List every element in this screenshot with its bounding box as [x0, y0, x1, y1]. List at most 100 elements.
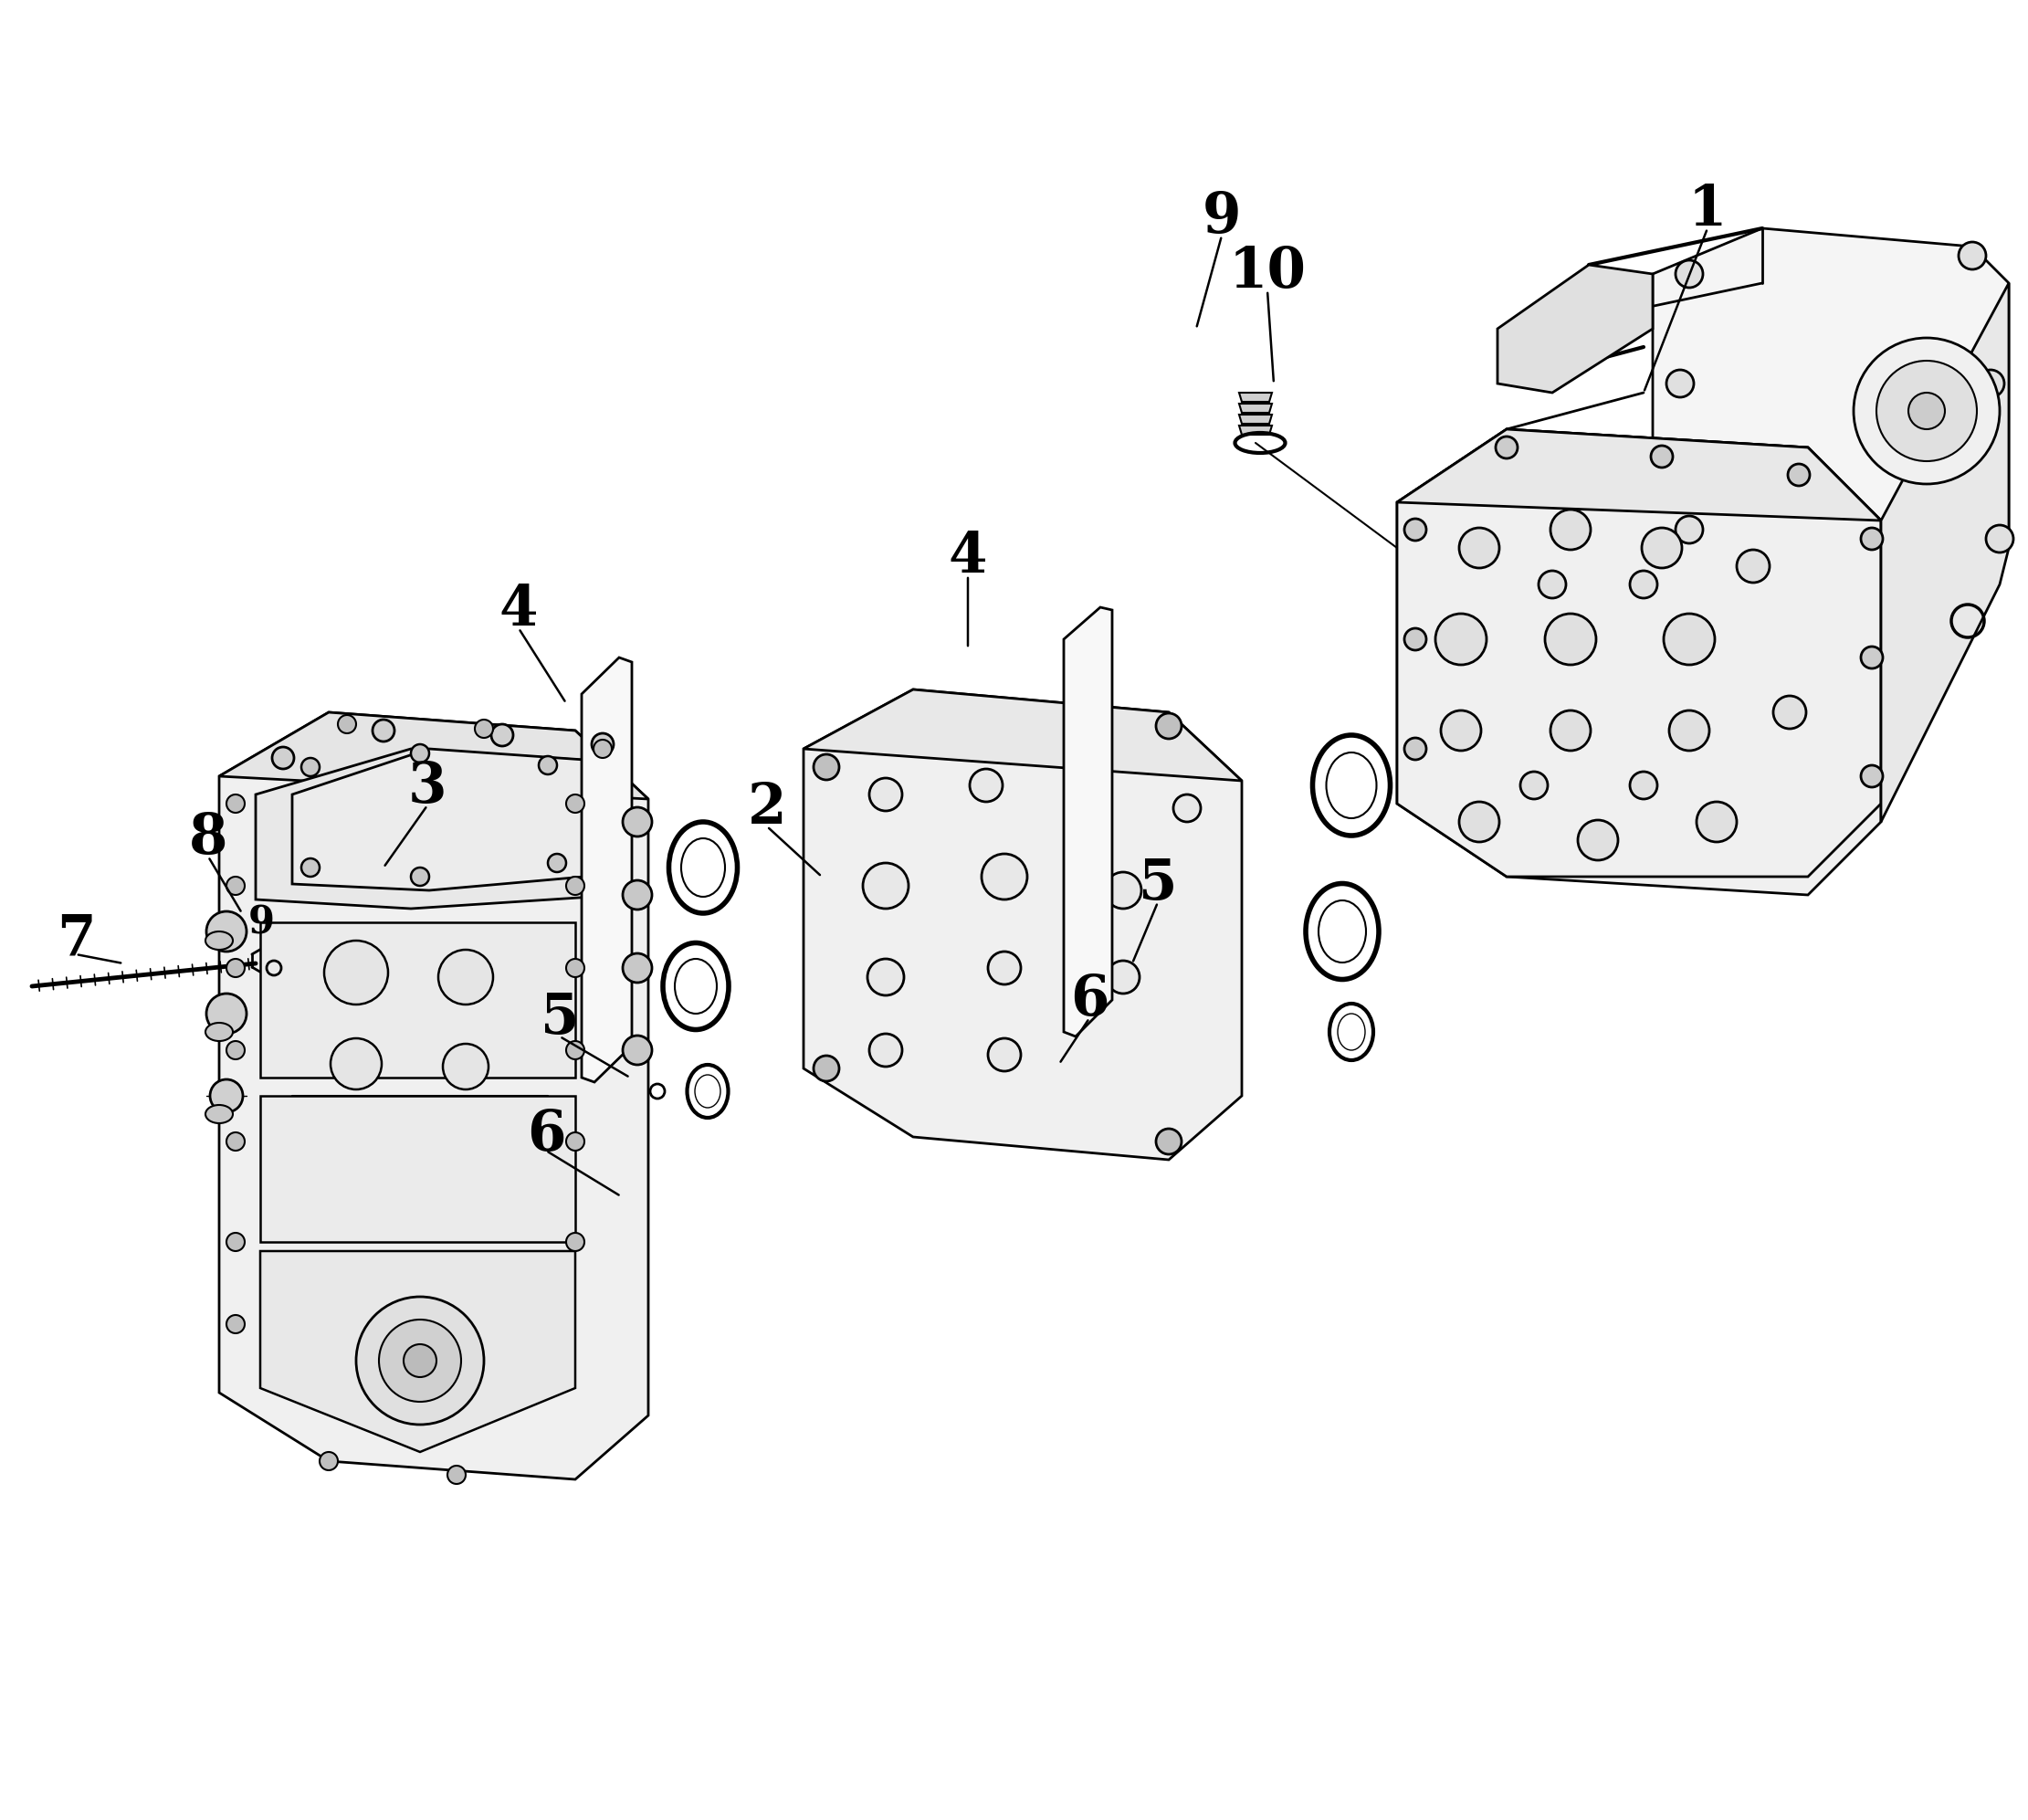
Circle shape: [1854, 339, 2000, 484]
Polygon shape: [256, 748, 621, 908]
Polygon shape: [803, 690, 1241, 781]
Ellipse shape: [205, 932, 233, 950]
Polygon shape: [1239, 404, 1272, 413]
Circle shape: [1440, 710, 1480, 750]
Text: 9: 9: [247, 903, 274, 941]
Circle shape: [1772, 695, 1807, 728]
Polygon shape: [219, 712, 649, 1480]
Circle shape: [1551, 710, 1590, 750]
Circle shape: [623, 808, 651, 837]
Circle shape: [594, 739, 612, 757]
Circle shape: [404, 1345, 436, 1378]
Circle shape: [491, 724, 513, 746]
Text: 7: 7: [57, 914, 95, 968]
Circle shape: [566, 795, 584, 814]
Circle shape: [1551, 510, 1590, 550]
Circle shape: [623, 881, 651, 910]
Polygon shape: [1065, 608, 1111, 1036]
Circle shape: [1458, 528, 1499, 568]
Circle shape: [412, 868, 430, 886]
Circle shape: [227, 959, 245, 977]
Polygon shape: [219, 712, 649, 799]
Circle shape: [207, 994, 247, 1034]
Text: 5: 5: [1138, 857, 1176, 912]
Circle shape: [1643, 528, 1681, 568]
Circle shape: [623, 1036, 651, 1065]
Polygon shape: [1397, 430, 1882, 895]
Circle shape: [1651, 446, 1673, 468]
Circle shape: [1675, 515, 1704, 544]
Text: 4: 4: [949, 530, 988, 584]
Circle shape: [1458, 803, 1499, 843]
Circle shape: [1862, 764, 1882, 788]
Polygon shape: [1239, 426, 1272, 435]
Circle shape: [1105, 872, 1142, 908]
Text: 3: 3: [408, 759, 446, 815]
Text: 5: 5: [539, 990, 580, 1046]
Circle shape: [227, 1041, 245, 1059]
Circle shape: [1521, 772, 1547, 799]
Circle shape: [1977, 369, 2004, 397]
Circle shape: [227, 1232, 245, 1250]
Ellipse shape: [205, 1023, 233, 1041]
Circle shape: [1436, 613, 1487, 664]
Circle shape: [592, 733, 614, 755]
Circle shape: [1862, 528, 1882, 550]
Circle shape: [870, 1034, 902, 1067]
Polygon shape: [803, 690, 1241, 1159]
Polygon shape: [582, 657, 633, 1083]
Circle shape: [868, 959, 904, 996]
Circle shape: [969, 768, 1002, 803]
Polygon shape: [1497, 266, 1653, 393]
Circle shape: [1908, 393, 1945, 430]
Circle shape: [1156, 713, 1182, 739]
Circle shape: [988, 952, 1020, 985]
Circle shape: [357, 1296, 485, 1425]
Polygon shape: [1239, 393, 1272, 402]
Circle shape: [1697, 803, 1736, 843]
Circle shape: [988, 1037, 1020, 1072]
Text: 2: 2: [748, 781, 787, 835]
Polygon shape: [1653, 228, 2010, 584]
Circle shape: [982, 854, 1028, 899]
Polygon shape: [1397, 430, 1882, 877]
Circle shape: [813, 753, 840, 779]
Text: 6: 6: [527, 1108, 566, 1163]
Circle shape: [548, 854, 566, 872]
Circle shape: [1578, 821, 1618, 861]
Circle shape: [227, 1316, 245, 1334]
Text: 8: 8: [189, 812, 227, 866]
Circle shape: [1985, 526, 2014, 553]
Polygon shape: [1239, 415, 1272, 424]
Circle shape: [1736, 550, 1770, 582]
Circle shape: [442, 1045, 489, 1090]
Polygon shape: [1397, 430, 1882, 521]
Circle shape: [448, 1465, 466, 1483]
Circle shape: [207, 912, 247, 952]
Circle shape: [1663, 613, 1716, 664]
Circle shape: [412, 744, 430, 763]
Circle shape: [1545, 613, 1596, 664]
Circle shape: [272, 746, 294, 768]
Circle shape: [566, 1132, 584, 1150]
Circle shape: [1862, 646, 1882, 668]
Polygon shape: [260, 1096, 576, 1241]
Circle shape: [1107, 961, 1140, 994]
Circle shape: [1403, 737, 1426, 759]
Circle shape: [870, 777, 902, 812]
Circle shape: [623, 954, 651, 983]
Circle shape: [438, 950, 493, 1005]
Circle shape: [227, 877, 245, 895]
Polygon shape: [292, 748, 584, 890]
Text: 6: 6: [1071, 972, 1109, 1026]
Circle shape: [566, 1232, 584, 1250]
Circle shape: [539, 755, 558, 774]
Polygon shape: [260, 1250, 576, 1452]
Circle shape: [320, 1452, 339, 1471]
Circle shape: [339, 715, 357, 733]
Circle shape: [331, 1037, 381, 1090]
Circle shape: [227, 795, 245, 814]
Circle shape: [1959, 242, 1985, 269]
Ellipse shape: [205, 1105, 233, 1123]
Circle shape: [1071, 777, 1103, 812]
